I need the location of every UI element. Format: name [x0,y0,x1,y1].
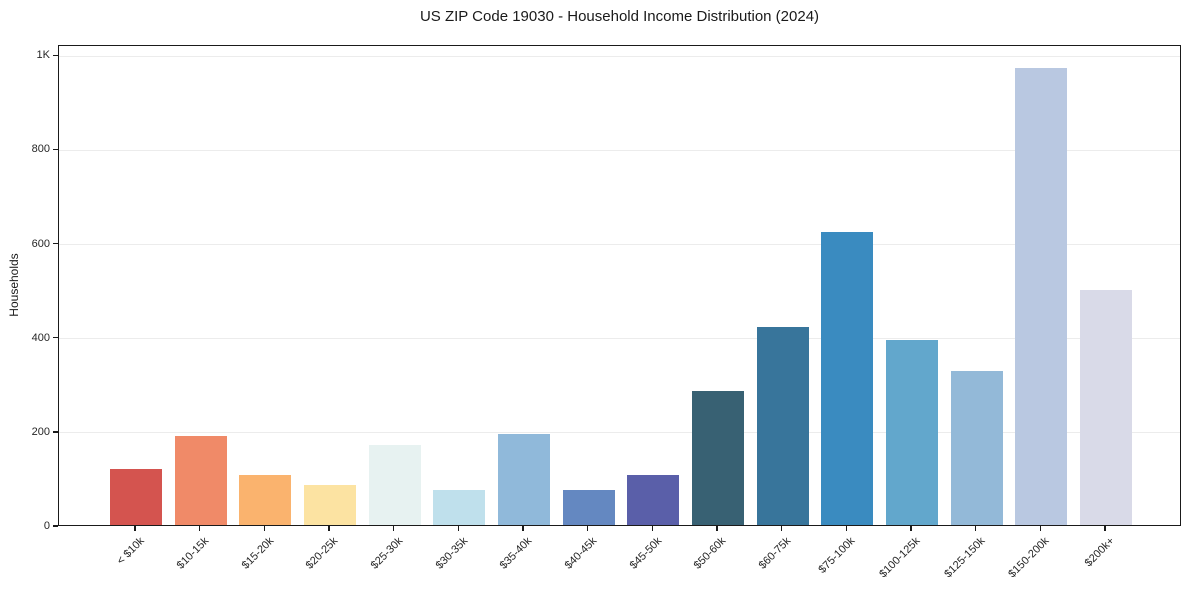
x-tick-label-10k: < $10k [114,535,147,568]
y-tick-mark [53,54,58,57]
y-axis-label: Households [7,253,21,317]
plot-area [58,45,1181,526]
x-tick-mark [910,526,912,531]
bar-50-60k [692,391,744,525]
bar-15-20k [239,474,292,525]
y-tick-label-400: 400 [31,331,50,344]
x-tick-label-25-30k: $25-30k [368,535,406,572]
bar-35-40k [498,434,550,525]
x-tick-label-60-75k: $60-75k [756,535,794,572]
x-tick-mark [974,526,977,531]
y-tick-mark [53,148,58,151]
bar-20-25k [304,485,356,525]
y-tick-mark [53,337,58,339]
x-tick-mark [457,526,460,531]
x-tick-mark [651,526,654,531]
x-tick-mark [522,526,524,531]
x-tick-label-35-40k: $35-40k [497,535,535,572]
bar-30-35k [433,490,486,525]
y-tick-mark [53,242,58,245]
x-tick-mark [716,526,718,531]
x-tick-label-15-20k: $15-20k [239,535,276,572]
y-tick-mark [53,525,58,527]
x-tick-label-30-35k: $30-35k [433,535,470,572]
x-tick-label-45-50k: $45-50k [627,535,664,572]
bar-45-50k [627,475,680,525]
y-tick-mark [53,431,58,433]
bar-40-45k [562,490,615,525]
bar-75-100k [821,232,874,525]
gridline-1K [59,55,1180,57]
gridline-200 [59,432,1180,434]
x-tick-mark [392,526,395,531]
bar-100-125k [886,340,938,525]
x-tick-mark [1039,526,1042,531]
bar-60-75k [756,327,809,525]
chart-title: US ZIP Code 19030 - Household Income Dis… [419,8,820,25]
x-tick-mark [586,526,589,531]
bar-150-200k [1015,67,1068,525]
x-tick-mark [134,526,136,531]
x-tick-label-40-45k: $40-45k [562,535,600,572]
x-tick-mark [263,526,266,531]
y-tick-label-200: 200 [31,425,50,438]
gridline-400 [59,338,1180,340]
gridline-600 [59,244,1180,246]
x-tick-mark [780,526,783,531]
x-tick-mark [328,526,330,531]
bar-125-150k [950,370,1003,525]
y-tick-label-1K: 1K [36,49,50,62]
bar-25-30k [368,445,421,525]
bar-10k [110,469,162,525]
x-tick-mark [198,526,201,531]
x-tick-mark [1104,526,1106,531]
x-tick-label-100-125k: $100-125k [877,535,923,581]
x-tick-label-200k: $200k+ [1082,535,1117,570]
x-tick-label-10-15k: $10-15k [174,535,212,572]
bar-200k [1080,289,1132,525]
x-tick-mark [845,526,848,531]
y-tick-label-0: 0 [43,520,50,532]
x-tick-label-20-25k: $20-25k [303,535,341,572]
x-tick-label-50-60k: $50-60k [691,535,729,572]
gridline-800 [59,149,1180,151]
y-tick-label-800: 800 [31,143,50,156]
x-tick-label-150-200k: $150-200k [1006,535,1052,581]
bar-10-15k [174,435,227,525]
x-tick-label-75-100k: $75-100k [816,535,858,576]
x-tick-label-125-150k: $125-150k [941,535,988,581]
y-tick-label-600: 600 [31,237,50,250]
